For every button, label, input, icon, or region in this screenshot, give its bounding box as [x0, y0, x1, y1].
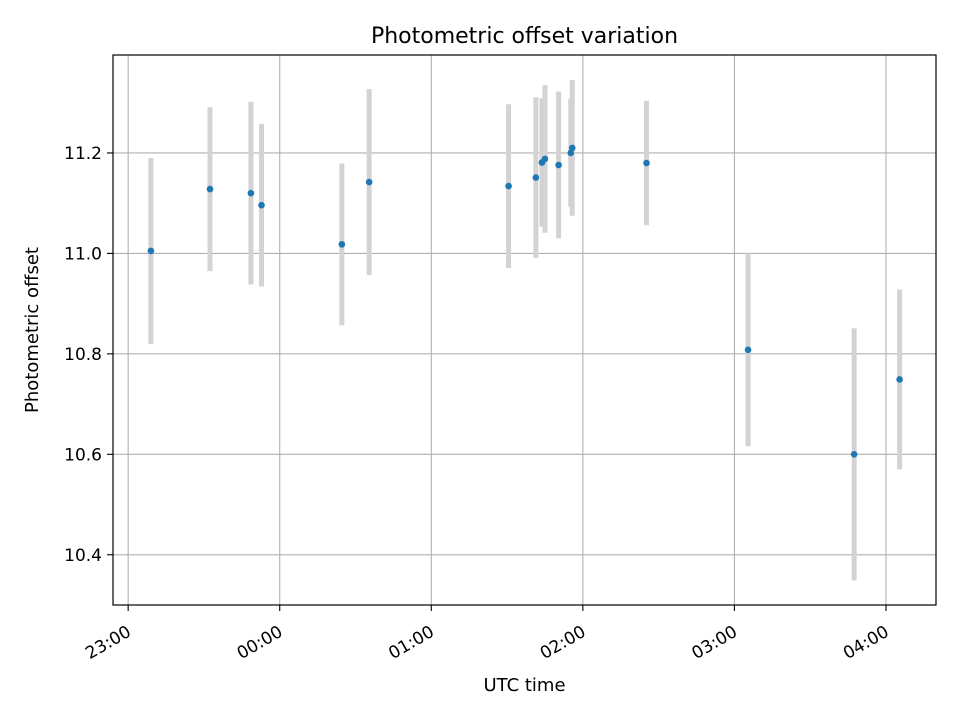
x-axis-label: UTC time: [483, 675, 565, 696]
data-point: [247, 189, 255, 197]
y-tick-label: 11.2: [64, 144, 102, 164]
data-point: [744, 346, 752, 354]
data-point: [568, 144, 576, 152]
y-tick-label: 10.4: [64, 546, 102, 566]
data-point: [258, 201, 265, 209]
y-tick-label: 11.0: [64, 244, 102, 264]
data-point: [505, 182, 512, 190]
data-point: [541, 155, 549, 163]
data-points: [147, 144, 903, 458]
data-point: [850, 451, 858, 458]
data-point: [896, 376, 903, 383]
data-point: [365, 178, 373, 186]
data-point: [338, 241, 346, 248]
y-axis-ticks: 10.4 10.6 10.8 11.0 11.2: [64, 144, 113, 566]
data-point: [555, 161, 562, 169]
data-point: [206, 185, 214, 193]
y-tick-label: 10.8: [64, 345, 102, 365]
data-point: [567, 149, 575, 157]
plot-frame: [112, 54, 937, 606]
data-point: [532, 174, 540, 181]
data-point: [643, 159, 650, 167]
data-point: [147, 247, 155, 255]
chart-title: Photometric offset variation: [371, 24, 678, 49]
y-axis-label: Photometric offset: [22, 247, 43, 413]
y-tick-label: 10.6: [64, 445, 102, 465]
